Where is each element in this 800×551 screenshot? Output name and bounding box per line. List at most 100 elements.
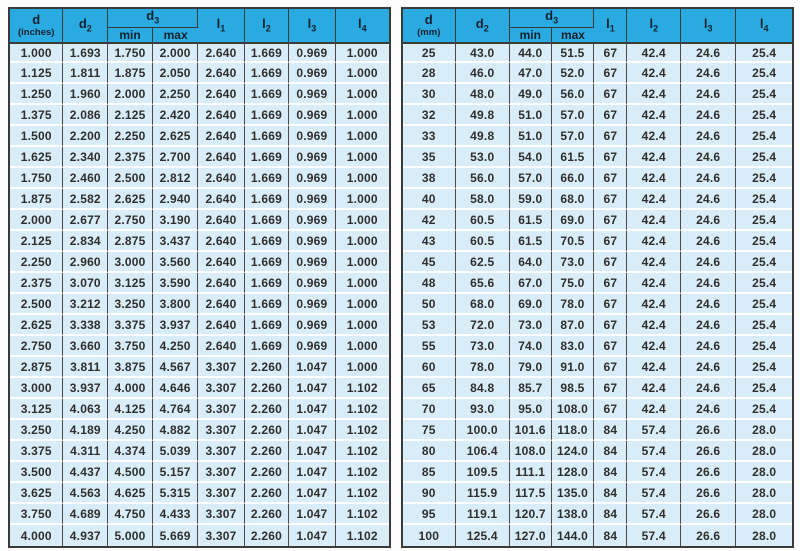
table-cell: 118.0	[551, 420, 595, 441]
table-cell: 1.102	[335, 420, 390, 441]
col-header-d3-max: max	[152, 27, 199, 42]
table-cell: 28.0	[736, 441, 792, 462]
table-cell: 57.0	[509, 168, 552, 189]
table-cell: 4.563	[63, 483, 109, 504]
table-cell: 84	[594, 420, 628, 441]
col-header-d2: d2	[63, 9, 109, 42]
table-row: 65 84.8 85.7 98.5 67 42.4 24.6 25.4	[403, 378, 792, 399]
table-cell: 61.5	[509, 210, 552, 231]
table-cell: 3.937	[152, 315, 199, 336]
table-cell: 87.0	[551, 315, 595, 336]
col-header-d2: d2	[455, 9, 510, 42]
table-cell: 80	[403, 441, 456, 462]
table-cell: 98.5	[551, 378, 595, 399]
table-cell: 42.4	[627, 105, 682, 126]
col-header-l3: l3	[289, 9, 336, 42]
col-header-d-unit: (mm)	[417, 26, 441, 38]
table-cell: 2.640	[198, 252, 245, 273]
table-cell: 73.0	[551, 252, 595, 273]
table-cell: 3.307	[198, 441, 245, 462]
table-cell: 1.000	[335, 210, 390, 231]
table-cell: 2.640	[198, 336, 245, 357]
table-cell: 67	[594, 294, 628, 315]
table-cell: 66.0	[551, 168, 595, 189]
table-cell: 117.5	[509, 483, 552, 504]
table-row: 70 93.0 95.0 108.0 67 42.4 24.6 25.4	[403, 399, 792, 420]
table-cell: 2.875	[108, 231, 153, 252]
table-row: 1.875 2.582 2.625 2.940 2.640 1.669 0.969 1.000	[10, 189, 390, 210]
table-cell: 2.750	[10, 336, 64, 357]
table-cell: 1.000	[335, 126, 390, 147]
table-cell: 5.000	[108, 525, 153, 546]
table-cell: 2.260	[244, 357, 290, 378]
table-cell: 100.0	[455, 420, 510, 441]
table-cell: 25.4	[736, 147, 792, 168]
table-cell: 3.375	[10, 441, 64, 462]
table-cell: 1.669	[244, 63, 290, 84]
table-cell: 1.047	[289, 441, 336, 462]
table-cell: 101.6	[509, 420, 552, 441]
table-cell: 1.669	[244, 105, 290, 126]
table-cell: 2.625	[10, 315, 64, 336]
table-cell: 25.4	[736, 42, 792, 63]
table-cell: 1.669	[244, 273, 290, 294]
table-cell: 2.640	[198, 273, 245, 294]
table-cell: 4.000	[10, 525, 64, 546]
table-cell: 1.000	[335, 105, 390, 126]
table-cell: 25.4	[736, 210, 792, 231]
table-cell: 3.250	[108, 294, 153, 315]
table-cell: 3.000	[108, 252, 153, 273]
table-cell: 25	[403, 42, 456, 63]
table-cell: 25.4	[736, 315, 792, 336]
table-cell: 24.6	[681, 210, 737, 231]
table-cell: 1.000	[10, 42, 64, 63]
table-cell: 45	[403, 252, 456, 273]
table-cell: 84	[594, 441, 628, 462]
table-cell: 1.669	[244, 168, 290, 189]
table-cell: 1.047	[289, 399, 336, 420]
table-row: 2.750 3.660 3.750 4.250 2.640 1.669 0.969 1.000	[10, 336, 390, 357]
table-cell: 1.000	[335, 168, 390, 189]
table-cell: 0.969	[289, 273, 336, 294]
table-cell: 2.260	[244, 462, 290, 483]
table-cell: 3.590	[152, 273, 199, 294]
table-cell: 67	[594, 210, 628, 231]
table-cell: 4.937	[63, 525, 109, 546]
table-cell: 1.669	[244, 126, 290, 147]
table-cell: 1.047	[289, 378, 336, 399]
table-cell: 2.640	[198, 126, 245, 147]
table-cell: 4.437	[63, 462, 109, 483]
table-cell: 5.669	[152, 525, 199, 546]
table-cell: 3.750	[108, 336, 153, 357]
table-row: 3.500 4.437 4.500 5.157 3.307 2.260 1.047 1.102	[10, 462, 390, 483]
table-cell: 1.669	[244, 231, 290, 252]
col-header-l3: l3	[681, 9, 737, 42]
table-cell: 1.047	[289, 357, 336, 378]
table-cell: 1.250	[10, 84, 64, 105]
table-row: 3.750 4.689 4.750 4.433 3.307 2.260 1.047 1.102	[10, 504, 390, 525]
table-cell: 42.4	[627, 399, 682, 420]
table-cell: 1.047	[289, 504, 336, 525]
table-cell: 67	[594, 147, 628, 168]
table-cell: 57.0	[551, 105, 595, 126]
table-cell: 1.693	[63, 42, 109, 63]
table-row: 85 109.5 111.1 128.0 84 57.4 26.6 28.0	[403, 462, 792, 483]
table-cell: 67	[594, 357, 628, 378]
table-row: 2.375 3.070 3.125 3.590 2.640 1.669 0.969 1.000	[10, 273, 390, 294]
table-cell: 0.969	[289, 336, 336, 357]
table-cell: 3.375	[108, 315, 153, 336]
table-cell: 42.4	[627, 378, 682, 399]
table-cell: 3.560	[152, 252, 199, 273]
table-cell: 3.307	[198, 504, 245, 525]
table-cell: 100	[403, 525, 456, 546]
table-cell: 1.750	[108, 42, 153, 63]
table-cell: 42.4	[627, 273, 682, 294]
table-cell: 4.750	[108, 504, 153, 525]
table-cell: 1.000	[335, 189, 390, 210]
table-cell: 42.4	[627, 252, 682, 273]
table-row: 43 60.5 61.5 70.5 67 42.4 24.6 25.4	[403, 231, 792, 252]
table-cell: 3.250	[10, 420, 64, 441]
table-cell: 3.307	[198, 462, 245, 483]
table-row: 45 62.5 64.0 73.0 67 42.4 24.6 25.4	[403, 252, 792, 273]
table-cell: 1.102	[335, 483, 390, 504]
